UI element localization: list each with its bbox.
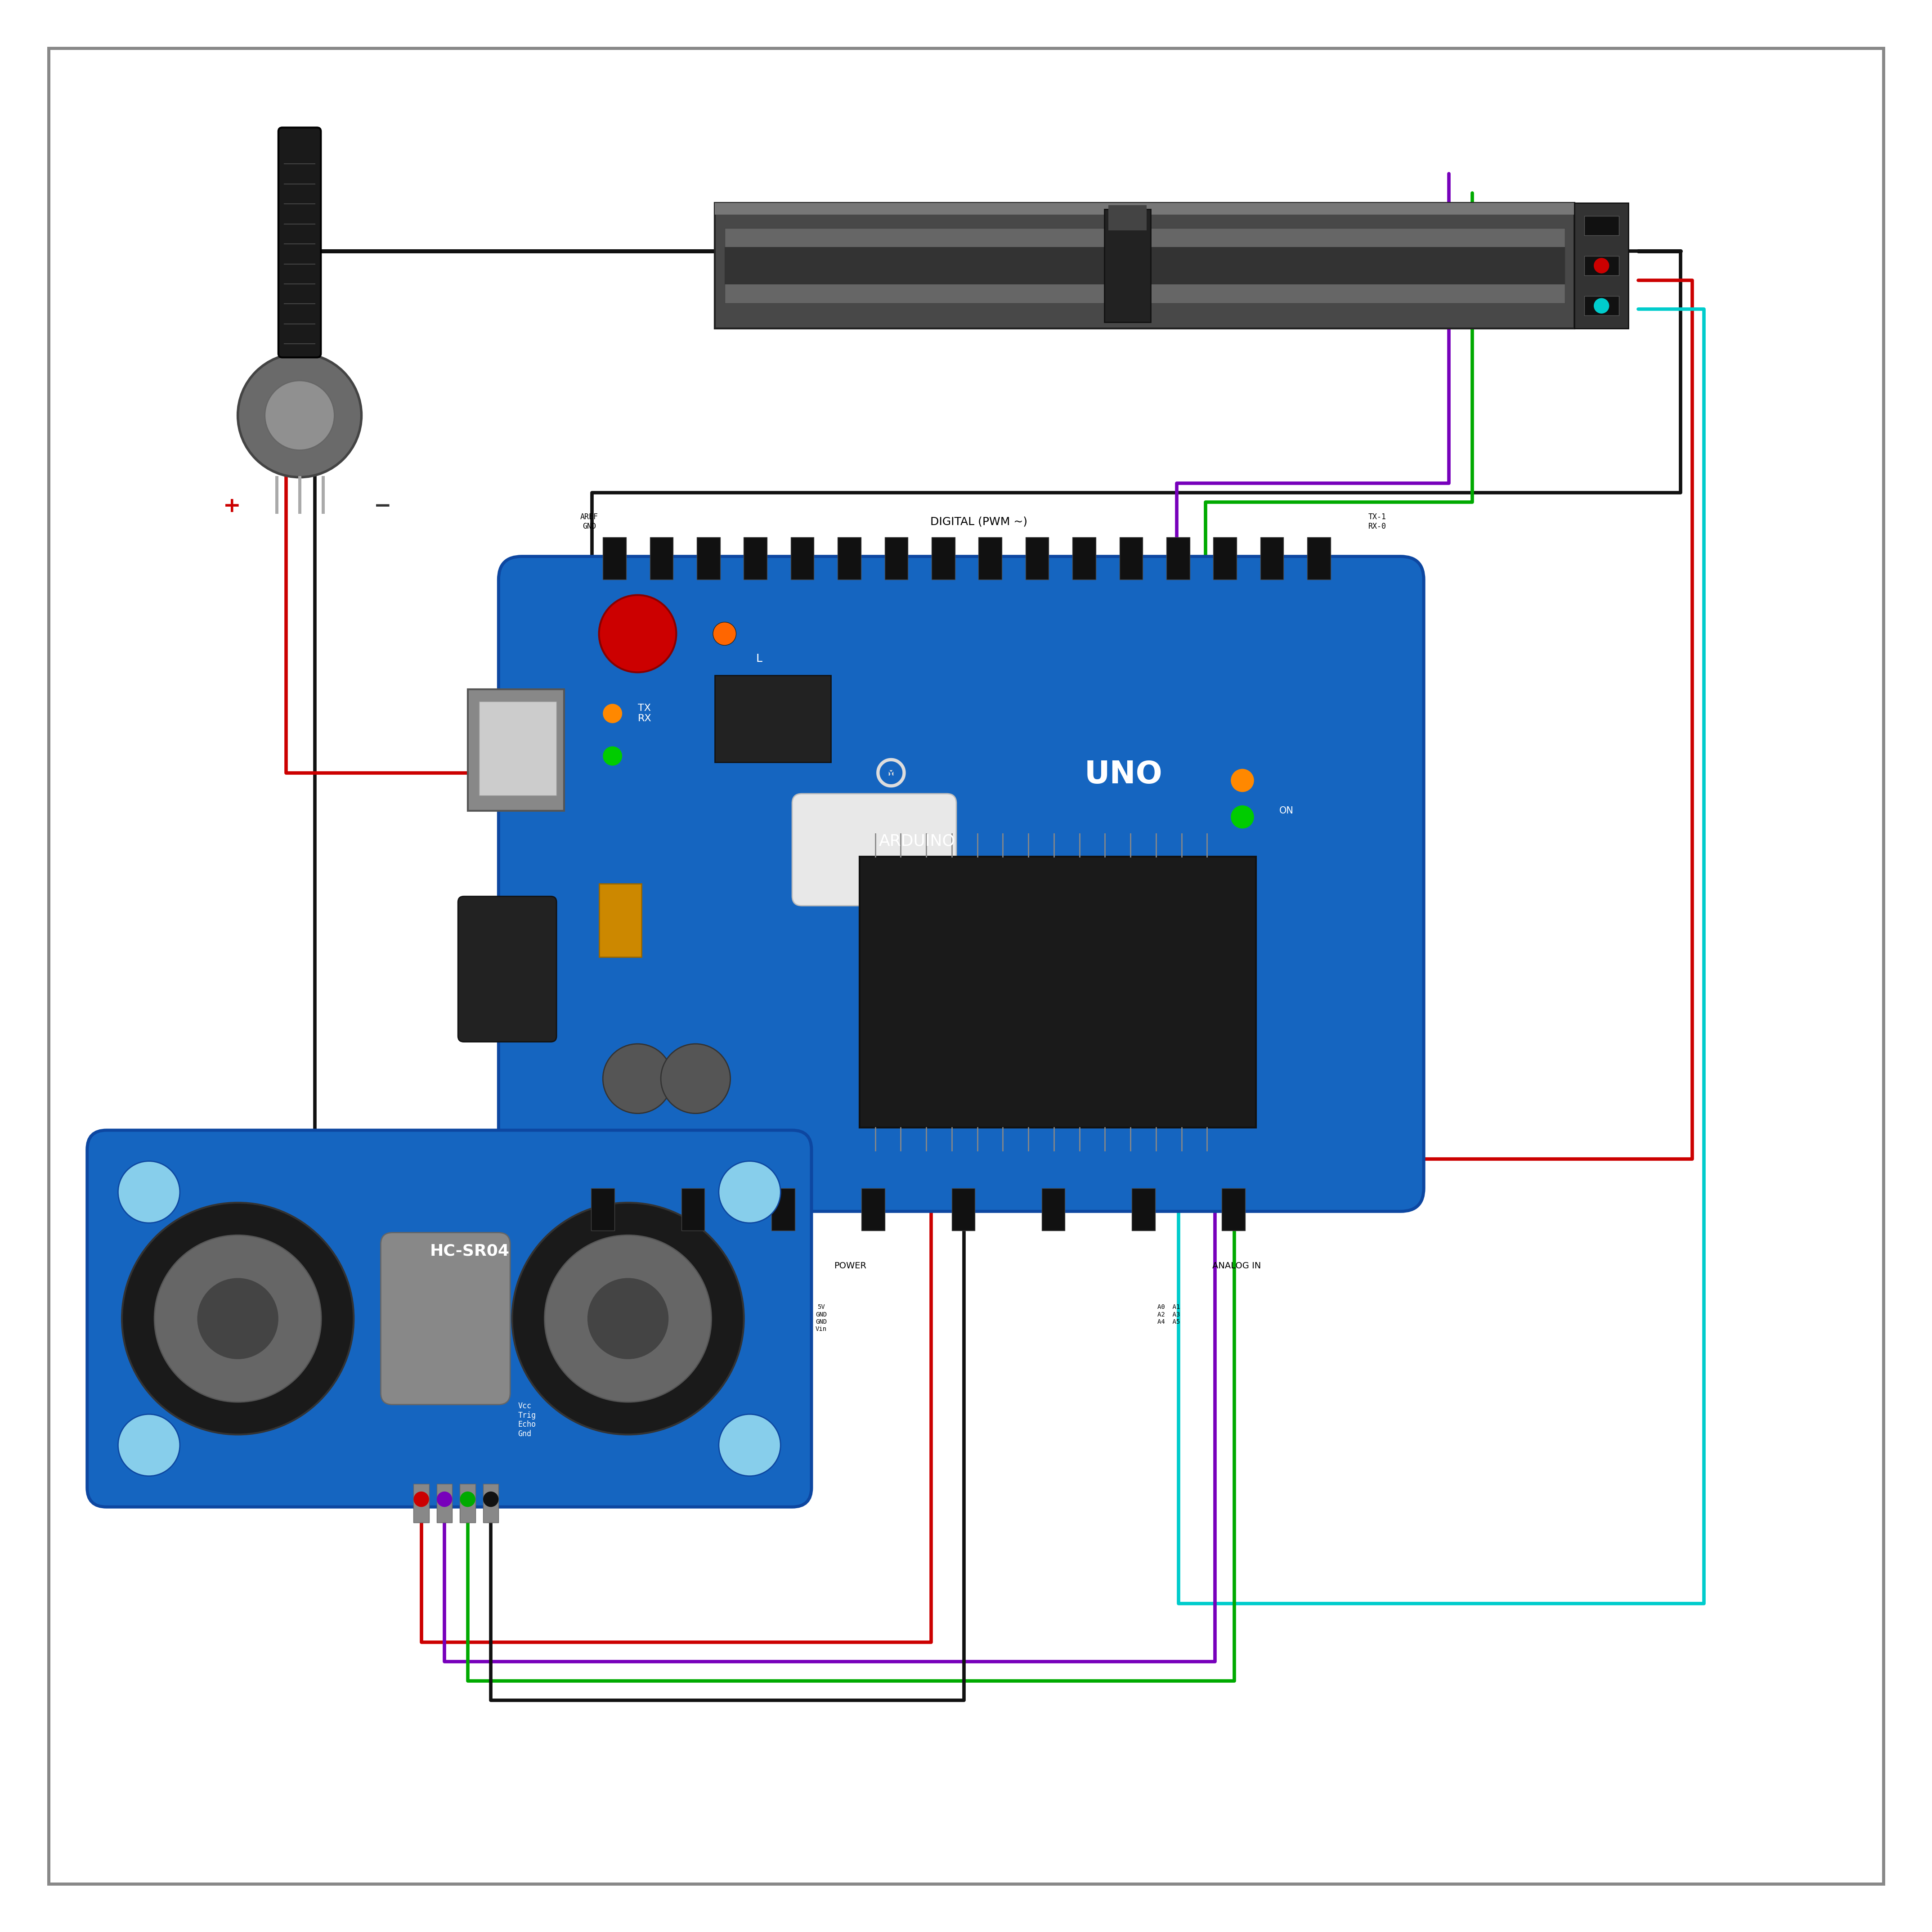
FancyBboxPatch shape <box>458 896 556 1041</box>
Bar <box>697 537 721 580</box>
Bar <box>1584 257 1619 276</box>
Bar <box>1584 216 1619 236</box>
Circle shape <box>155 1235 321 1403</box>
Circle shape <box>1594 218 1609 234</box>
Bar <box>1119 537 1142 580</box>
Bar <box>1041 1188 1065 1231</box>
Bar <box>649 537 672 580</box>
Circle shape <box>265 381 334 450</box>
Circle shape <box>545 1235 711 1403</box>
Circle shape <box>437 1492 452 1507</box>
FancyBboxPatch shape <box>792 794 956 906</box>
Bar <box>885 537 908 580</box>
Bar <box>460 1484 475 1522</box>
FancyBboxPatch shape <box>87 1130 811 1507</box>
Text: ANALOG IN: ANALOG IN <box>1211 1262 1262 1269</box>
Bar <box>1584 296 1619 315</box>
FancyBboxPatch shape <box>498 556 1424 1211</box>
Text: ON: ON <box>1279 806 1294 815</box>
Bar <box>682 1188 705 1231</box>
Bar <box>1072 537 1095 580</box>
Bar <box>1221 1188 1244 1231</box>
Bar <box>468 690 564 811</box>
Circle shape <box>1231 769 1254 792</box>
Bar <box>952 1188 976 1231</box>
Bar <box>980 537 1003 580</box>
Circle shape <box>603 703 622 723</box>
Circle shape <box>719 1161 781 1223</box>
Text: UNO: UNO <box>1084 759 1163 790</box>
Bar <box>724 228 1565 303</box>
Circle shape <box>118 1414 180 1476</box>
Text: DIGITAL (PWM ~): DIGITAL (PWM ~) <box>929 516 1028 527</box>
Bar <box>437 1484 452 1522</box>
Bar <box>1109 205 1148 230</box>
Text: TX
RX: TX RX <box>638 703 651 723</box>
Circle shape <box>603 1043 672 1113</box>
Circle shape <box>599 595 676 672</box>
Text: +: + <box>222 497 242 516</box>
Bar <box>591 1188 614 1231</box>
Circle shape <box>1594 259 1609 274</box>
FancyBboxPatch shape <box>278 128 321 357</box>
Bar <box>715 203 1575 328</box>
Bar <box>1308 537 1331 580</box>
FancyBboxPatch shape <box>48 48 1884 1884</box>
Circle shape <box>238 354 361 477</box>
Text: POWER: POWER <box>835 1262 866 1269</box>
Circle shape <box>603 746 622 765</box>
Text: A0  A1
A2  A3
A4  A5: A0 A1 A2 A3 A4 A5 <box>1157 1304 1180 1325</box>
Bar <box>838 537 862 580</box>
Text: 5V
GND
GND
Vin: 5V GND GND Vin <box>815 1304 827 1333</box>
Text: ARDUINO: ARDUINO <box>879 833 956 848</box>
Bar <box>413 1484 429 1522</box>
Bar <box>1132 1188 1155 1231</box>
Circle shape <box>1231 806 1254 829</box>
Circle shape <box>118 1161 180 1223</box>
Text: AREF
GND: AREF GND <box>580 512 599 531</box>
Text: Vcc
Trig
Echo
Gnd: Vcc Trig Echo Gnd <box>518 1403 535 1437</box>
Bar <box>1026 537 1049 580</box>
Text: ∞: ∞ <box>881 763 900 786</box>
Circle shape <box>413 1492 429 1507</box>
Circle shape <box>512 1202 744 1434</box>
Circle shape <box>719 1414 781 1476</box>
Bar <box>1260 537 1283 580</box>
Text: IOREF
RESET
3.3V: IOREF RESET 3.3V <box>599 1304 618 1325</box>
Circle shape <box>197 1279 278 1360</box>
Circle shape <box>1594 298 1609 313</box>
Bar <box>1105 209 1151 323</box>
Circle shape <box>460 1492 475 1507</box>
Text: TX-1
RX-0: TX-1 RX-0 <box>1368 512 1387 531</box>
Circle shape <box>587 1279 668 1360</box>
Bar <box>724 247 1565 284</box>
Text: L: L <box>755 653 763 665</box>
Bar <box>744 537 767 580</box>
Bar <box>931 537 954 580</box>
Circle shape <box>483 1492 498 1507</box>
Bar <box>771 1188 794 1231</box>
Circle shape <box>122 1202 354 1434</box>
Bar <box>715 676 831 763</box>
Bar <box>790 537 813 580</box>
Bar <box>862 1188 885 1231</box>
Bar <box>1167 537 1190 580</box>
Bar <box>599 883 641 956</box>
Text: HC-SR04: HC-SR04 <box>431 1244 510 1258</box>
Bar <box>1213 537 1236 580</box>
Circle shape <box>661 1043 730 1113</box>
Circle shape <box>713 622 736 645</box>
Bar <box>1575 203 1629 328</box>
Text: ⊙: ⊙ <box>871 753 910 796</box>
Bar <box>483 1484 498 1522</box>
Bar <box>715 203 1575 214</box>
Text: −: − <box>373 497 392 516</box>
Bar <box>603 537 626 580</box>
Bar <box>479 701 556 796</box>
Bar <box>860 858 1256 1128</box>
FancyBboxPatch shape <box>381 1233 510 1405</box>
